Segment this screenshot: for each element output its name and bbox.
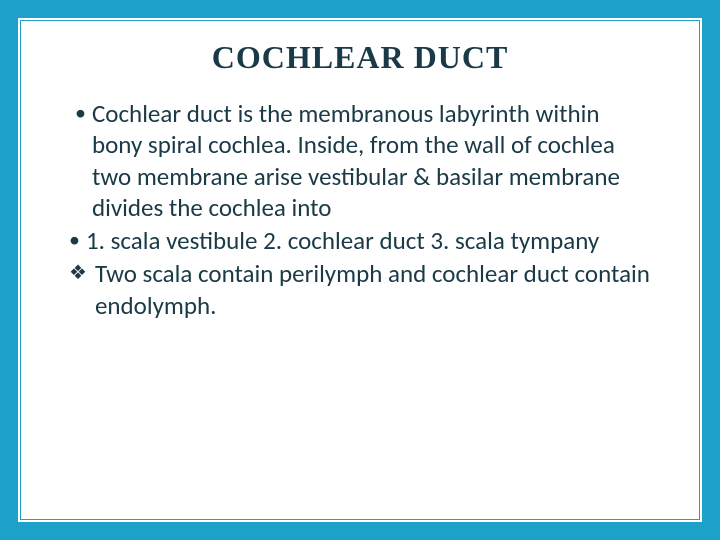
- slide-frame: COCHLEAR DUCT • Cochlear duct is the mem…: [0, 0, 720, 540]
- slide-inner: COCHLEAR DUCT • Cochlear duct is the mem…: [20, 20, 700, 520]
- bullet-marker-disc: •: [69, 225, 80, 255]
- bullet-item: • 1. scala vestibule 2. cochlear duct 3.…: [69, 225, 651, 256]
- bullet-item: • Cochlear duct is the membranous labyri…: [75, 98, 651, 223]
- bullet-marker-disc: •: [75, 98, 86, 128]
- bullet-text: Two scala contain perilymph and cochlear…: [95, 258, 651, 321]
- slide-title: COCHLEAR DUCT: [69, 39, 651, 76]
- slide-body: • Cochlear duct is the membranous labyri…: [69, 98, 651, 321]
- bullet-text: 1. scala vestibule 2. cochlear duct 3. s…: [86, 225, 651, 256]
- bullet-item: ❖ Two scala contain perilymph and cochle…: [69, 258, 651, 321]
- bullet-text: Cochlear duct is the membranous labyrint…: [92, 98, 651, 223]
- bullet-marker-diamond: ❖: [69, 258, 87, 289]
